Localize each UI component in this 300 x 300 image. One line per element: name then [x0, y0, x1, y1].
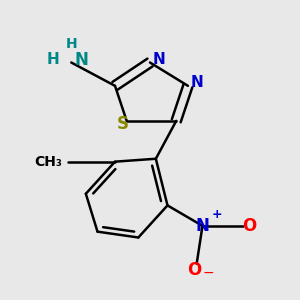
- Text: +: +: [212, 208, 222, 221]
- Text: H: H: [65, 37, 77, 50]
- Text: O: O: [242, 217, 256, 235]
- Text: N: N: [190, 75, 203, 90]
- Text: N: N: [196, 217, 209, 235]
- Text: −: −: [202, 266, 214, 280]
- Text: H: H: [47, 52, 60, 67]
- Text: O: O: [187, 261, 201, 279]
- Text: S: S: [116, 115, 128, 133]
- Text: N: N: [74, 51, 88, 69]
- Text: CH₃: CH₃: [34, 155, 62, 169]
- Text: N: N: [152, 52, 165, 67]
